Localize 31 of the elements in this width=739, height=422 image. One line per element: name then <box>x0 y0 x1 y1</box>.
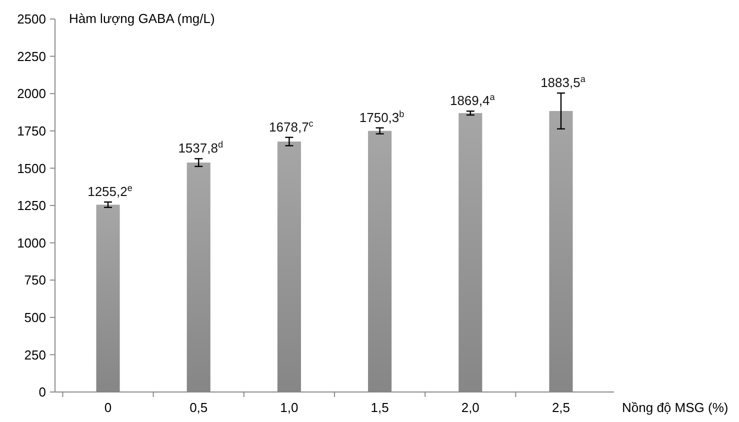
data-label: 1750,3$^{b}$ <box>359 108 404 125</box>
x-tick-label: 2,0 <box>461 400 480 415</box>
bar <box>277 142 301 392</box>
x-tick-label: 0,5 <box>190 400 208 415</box>
y-tick-label: 1250 <box>17 198 46 214</box>
x-tick-label: 1,0 <box>280 400 298 415</box>
x-tick-label: 0 <box>104 400 112 415</box>
bar <box>186 162 210 392</box>
data-label: 1678,7$^{c}$ <box>269 118 314 134</box>
y-tick-label: 0 <box>38 384 46 400</box>
x-tick-label: 2,5 <box>552 400 570 415</box>
bar <box>368 130 392 392</box>
y-tick-label: 2500 <box>17 12 46 27</box>
data-label: 1869,4$^{a}$ <box>450 92 496 108</box>
data-label: 1883,5$^{a}$ <box>540 74 586 90</box>
y-tick-label: 2000 <box>17 86 46 102</box>
data-label: 1255,2$^{e}$ <box>88 183 132 200</box>
bar <box>549 110 573 392</box>
y-tick-label: 250 <box>24 347 46 362</box>
bar <box>458 113 482 392</box>
y-tick-label: 1000 <box>17 235 46 250</box>
y-axis-title: Hàm lượng GABA (mg/L) <box>69 11 215 26</box>
data-label: 1537,8$^{d}$ <box>178 140 224 156</box>
y-tick-label: 500 <box>24 310 46 325</box>
y-tick-label: 2250 <box>17 48 46 64</box>
y-tick-label: 750 <box>24 272 46 288</box>
x-tick-label: 1,5 <box>370 400 389 415</box>
bar <box>96 204 120 392</box>
y-tick-label: 1750 <box>17 123 46 138</box>
y-tick-label: 1500 <box>17 160 46 176</box>
x-axis-title: Nồng độ MSG (%) <box>622 400 728 415</box>
